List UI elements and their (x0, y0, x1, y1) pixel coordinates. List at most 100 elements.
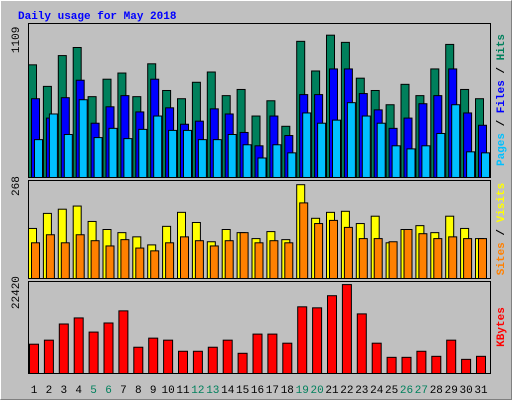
bar (358, 238, 368, 280)
chart-title: Daily usage for May 2018 (18, 11, 177, 23)
bar (93, 137, 103, 178)
bar (45, 234, 55, 279)
bar (418, 233, 428, 279)
bar (105, 245, 115, 279)
bar (138, 128, 148, 178)
bar (451, 104, 461, 178)
bar (371, 342, 382, 375)
bar (341, 284, 352, 375)
bar (153, 115, 163, 179)
bar (31, 242, 40, 280)
bar (267, 333, 278, 375)
x-tick-label: 15 (236, 385, 249, 397)
legend-entry: Sites (496, 242, 508, 275)
bar (60, 242, 70, 280)
bar (287, 152, 297, 178)
x-tick-label: 28 (430, 385, 443, 397)
bar (299, 202, 309, 279)
bar (58, 323, 69, 374)
bar (135, 247, 145, 280)
bar (476, 355, 486, 375)
legend: Pages / Files / Hits (496, 34, 508, 166)
bar (227, 134, 237, 178)
bar (237, 352, 248, 374)
bar (302, 112, 312, 178)
bar (436, 132, 446, 179)
y-tick-label: 1109 (11, 27, 23, 53)
x-tick-label: 7 (120, 385, 127, 397)
x-tick-label: 20 (310, 385, 323, 397)
bar (314, 223, 324, 280)
legend-separator: / (496, 113, 508, 133)
bar (446, 339, 457, 374)
bar (463, 238, 473, 280)
bar (150, 250, 160, 280)
bar (212, 139, 222, 178)
bar (63, 134, 73, 178)
bar (361, 115, 371, 179)
bar (108, 127, 118, 178)
bar (386, 356, 397, 374)
y-tick-label: 22420 (11, 276, 23, 309)
bar (284, 242, 294, 280)
legend-entry: Files (496, 80, 508, 113)
bar (197, 139, 207, 178)
bar (356, 313, 367, 375)
bar (90, 240, 100, 279)
bar (478, 238, 487, 280)
bar (224, 240, 234, 279)
x-tick-label: 24 (370, 385, 384, 397)
x-tick-label: 11 (176, 385, 190, 397)
x-tick-label: 27 (415, 385, 428, 397)
x-tick-label: 13 (206, 385, 219, 397)
bar (317, 122, 327, 178)
bar (183, 129, 192, 179)
bar (118, 310, 129, 374)
bar (391, 145, 401, 178)
bar (178, 350, 188, 375)
x-tick-label: 30 (459, 385, 472, 397)
bar (29, 343, 39, 374)
bar (133, 346, 144, 375)
bar (168, 129, 178, 179)
x-tick-label: 16 (251, 385, 264, 397)
bar (163, 339, 174, 374)
bar (431, 355, 442, 375)
bar (373, 238, 383, 280)
bar (297, 306, 308, 374)
bar (207, 346, 218, 375)
bar (403, 229, 413, 279)
bar (254, 242, 264, 280)
bar (416, 350, 427, 375)
bar (406, 148, 416, 179)
bar (242, 144, 252, 178)
legend-entry: Pages (496, 133, 508, 166)
bar (343, 226, 353, 279)
x-tick-label: 2 (46, 385, 53, 397)
bar (209, 245, 219, 279)
x-tick-label: 31 (474, 385, 488, 397)
x-tick-label: 10 (161, 385, 174, 397)
legend-entry: KBytes (496, 307, 508, 347)
bar (192, 350, 203, 375)
x-tick-label: 6 (105, 385, 112, 397)
x-tick-label: 25 (385, 385, 398, 397)
legend: KBytes (496, 307, 508, 347)
bar (329, 219, 338, 279)
bar (269, 240, 279, 279)
legend-separator: / (496, 222, 508, 242)
bar (252, 333, 263, 375)
bar (73, 317, 84, 375)
bar (312, 307, 323, 374)
bar (388, 241, 398, 279)
bar (466, 151, 476, 178)
y-tick-label: 268 (11, 176, 23, 196)
bar (34, 139, 43, 178)
bar (481, 152, 490, 178)
bar (461, 358, 472, 375)
x-tick-label: 4 (75, 385, 82, 397)
bar (433, 238, 443, 280)
legend-entry: Hits (496, 34, 508, 60)
x-tick-label: 21 (325, 385, 339, 397)
